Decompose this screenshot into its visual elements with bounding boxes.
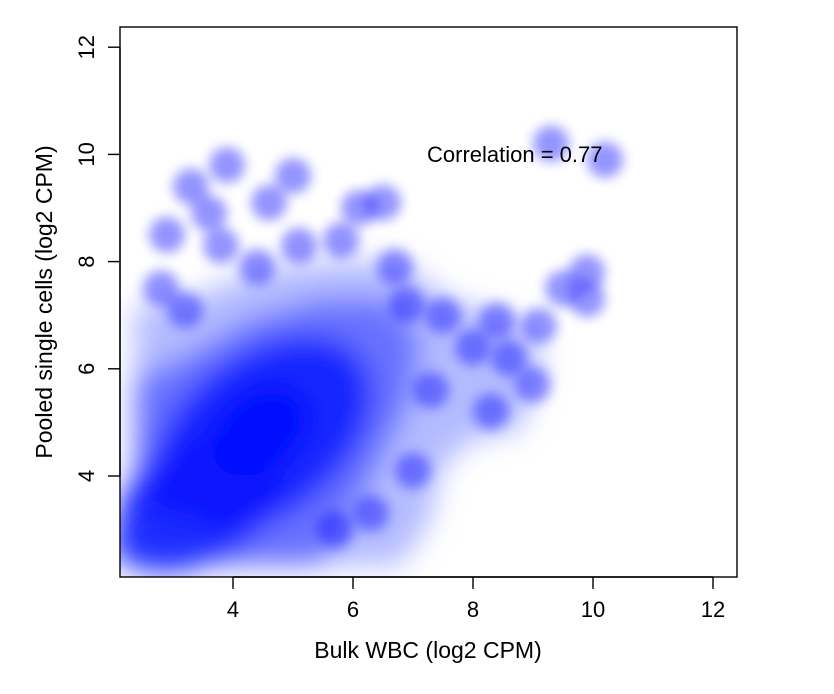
y-tick-label: 10 bbox=[74, 142, 99, 166]
y-axis-title: Pooled single cells (log2 CPM) bbox=[31, 145, 57, 458]
data-point bbox=[455, 329, 491, 366]
data-point bbox=[191, 195, 227, 232]
data-point bbox=[569, 281, 605, 318]
data-point bbox=[173, 168, 209, 205]
data-point bbox=[209, 147, 245, 184]
x-axis: 4 6 8 10 12 bbox=[227, 576, 725, 622]
data-point bbox=[479, 302, 515, 339]
data-point bbox=[275, 157, 311, 194]
correlation-annotation: Correlation = 0.77 bbox=[427, 142, 603, 167]
data-point bbox=[365, 184, 401, 221]
x-tick-label: 6 bbox=[347, 597, 359, 622]
x-tick-label: 10 bbox=[581, 597, 605, 622]
data-point bbox=[587, 141, 623, 178]
x-tick-label: 8 bbox=[467, 597, 479, 622]
y-tick-label: 4 bbox=[74, 470, 99, 482]
data-point bbox=[143, 270, 179, 307]
data-point bbox=[239, 248, 275, 285]
x-tick-label: 4 bbox=[227, 597, 239, 622]
x-axis-title: Bulk WBC (log2 CPM) bbox=[314, 637, 541, 663]
x-tick-label: 12 bbox=[701, 597, 725, 622]
data-point bbox=[167, 291, 203, 328]
data-point bbox=[323, 222, 359, 259]
data-point bbox=[149, 216, 185, 253]
points-layer bbox=[143, 125, 623, 548]
y-tick-label: 8 bbox=[74, 255, 99, 267]
data-point bbox=[317, 511, 353, 548]
data-point bbox=[473, 393, 509, 430]
data-point bbox=[491, 340, 527, 377]
data-point bbox=[521, 307, 557, 344]
data-point bbox=[425, 297, 461, 334]
y-tick-label: 12 bbox=[74, 35, 99, 59]
data-point bbox=[569, 254, 605, 291]
data-point bbox=[533, 125, 569, 162]
data-point bbox=[281, 227, 317, 264]
data-point bbox=[353, 495, 389, 532]
data-point bbox=[377, 248, 413, 285]
data-point bbox=[413, 372, 449, 409]
y-tick-label: 6 bbox=[74, 363, 99, 375]
density-cloud bbox=[120, 262, 545, 573]
data-point bbox=[203, 227, 239, 264]
y-axis: 4 6 8 10 12 bbox=[74, 35, 121, 482]
data-point bbox=[395, 452, 431, 489]
data-point bbox=[389, 286, 425, 323]
data-point bbox=[251, 184, 287, 221]
data-point bbox=[515, 366, 551, 403]
